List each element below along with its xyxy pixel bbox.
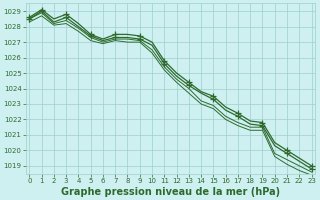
- X-axis label: Graphe pression niveau de la mer (hPa): Graphe pression niveau de la mer (hPa): [61, 187, 280, 197]
